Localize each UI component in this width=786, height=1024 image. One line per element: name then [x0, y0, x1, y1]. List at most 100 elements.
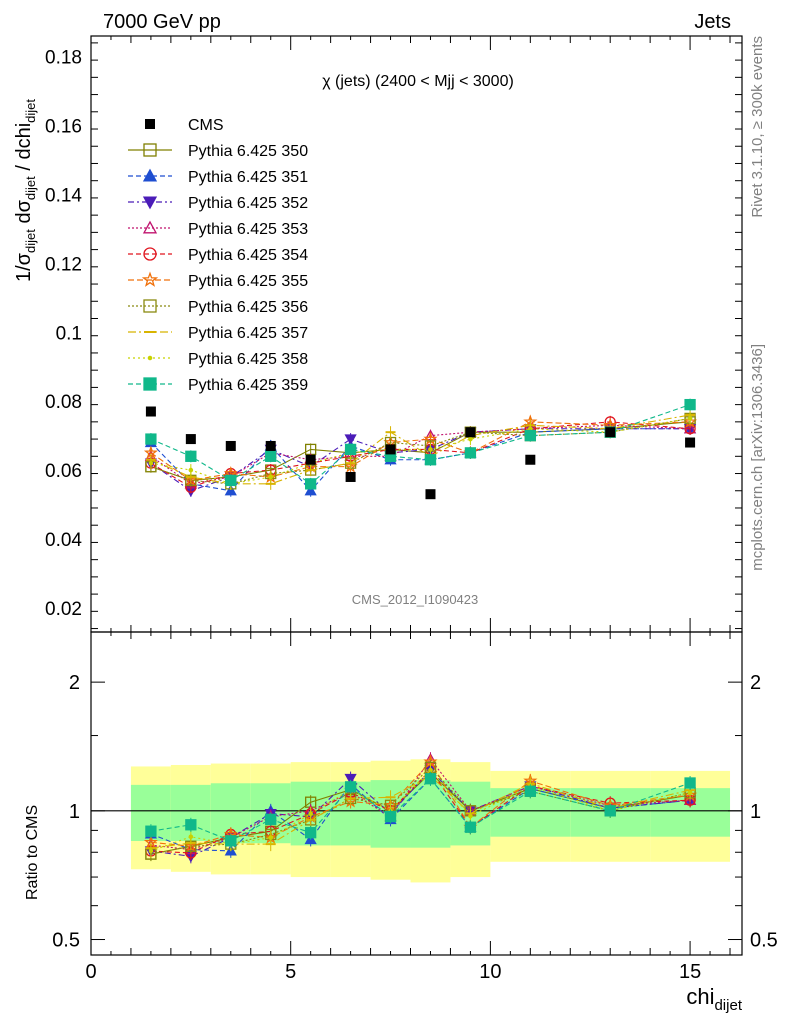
ratio-line: [150, 777, 691, 842]
data-point: [225, 474, 237, 487]
ratio-tick-label-left: 1: [69, 801, 80, 823]
ratio-point: [687, 790, 693, 795]
cms-point: [685, 437, 696, 448]
data-point: [524, 429, 536, 442]
ratio-point: [305, 827, 317, 839]
cms-point: [305, 454, 316, 465]
legend-marker: [147, 355, 153, 361]
data-point: [268, 474, 274, 480]
y-tick-label: 0.16: [45, 117, 82, 138]
ratio-tick-label-right: 2: [750, 672, 761, 694]
legend-label: Pythia 6.425 354: [188, 247, 308, 264]
x-tick-label: 0: [85, 961, 96, 983]
data-point: [344, 434, 357, 446]
legend-marker: [143, 143, 157, 157]
ratio-point: [428, 767, 433, 773]
ratio-point: [225, 835, 237, 847]
ratio-point: [424, 773, 437, 785]
cms-point: [605, 427, 616, 438]
ratio-tick-label-right: 1: [750, 801, 761, 823]
ratio-point: [265, 813, 277, 825]
ratio-point: [384, 810, 397, 823]
ratio-point: [684, 777, 696, 789]
cms-point: [185, 434, 196, 445]
y-axis-label-top: 1/σdijet dσdijet / dchidijet: [13, 99, 38, 282]
data-point: [265, 450, 277, 462]
cms-point: [385, 444, 396, 455]
series-line: [150, 414, 691, 485]
legend-label: Pythia 6.425 350: [188, 143, 308, 160]
cms-data: [145, 406, 696, 500]
x-axis-label: chidijet: [686, 984, 742, 1014]
legend-marker: [142, 220, 158, 234]
legend: CMS Pythia 6.425 350 Pythia 6.425 351 Pythi…: [128, 117, 308, 394]
y-tick-label: 0.06: [45, 461, 82, 482]
legend-label: Pythia 6.425 355: [188, 273, 308, 290]
data-point: [145, 433, 157, 445]
data-point: [684, 398, 696, 411]
data-point: [428, 447, 433, 452]
ratio-tick-label-right: 0.5: [750, 930, 778, 952]
y-tick-label: 0.02: [45, 599, 82, 620]
legend-marker: [143, 299, 157, 313]
data-point: [305, 478, 317, 490]
ratio-point: [604, 805, 616, 817]
ratio-tick-label-left: 0.5: [52, 930, 80, 952]
cms-point: [345, 471, 356, 482]
legend-marker: [143, 247, 157, 261]
cms-point: [465, 427, 476, 438]
x-tick-label: 15: [679, 961, 701, 983]
y-ticks-top: 0.02 0.04 0.06 0.08 0.1 0.12 0.14 0.16 0.18: [45, 42, 742, 630]
ratio-point: [185, 819, 197, 831]
ratio-point: [524, 785, 536, 797]
legend-marker: [142, 196, 158, 210]
x-ticks: 0 5 10 15: [85, 36, 731, 983]
ratio-point: [468, 813, 473, 819]
legend-marker: [143, 377, 157, 391]
legend-marker-cms: [145, 119, 155, 129]
cms-point: [525, 454, 536, 465]
x-tick-label: 10: [479, 961, 501, 983]
legend-label: Pythia 6.425 356: [188, 299, 308, 316]
legend-label: Pythia 6.425 353: [188, 221, 308, 238]
series-line: [150, 404, 691, 485]
ratio-point: [308, 811, 313, 817]
y-tick-label: 0.08: [45, 392, 82, 413]
data-point: [185, 450, 197, 462]
ratio-line: [150, 769, 691, 857]
legend-label: Pythia 6.425 357: [188, 325, 308, 342]
data-point: [468, 436, 473, 442]
legend-marker: [142, 168, 158, 182]
data-point: [424, 454, 437, 466]
band-inner: [410, 780, 451, 848]
legend-label: Pythia 6.425 352: [188, 195, 308, 212]
series-line: [150, 428, 691, 492]
watermark: CMS_2012_I1090423: [352, 592, 479, 607]
ratio-point: [344, 781, 357, 793]
legend-label: Pythia 6.425 358: [188, 351, 308, 368]
series-line: [150, 417, 691, 485]
cms-point: [145, 406, 156, 417]
series-359: [145, 398, 696, 848]
y-axis-label-bottom: Ratio to CMS: [24, 805, 41, 900]
legend-label-cms: CMS: [188, 117, 224, 134]
legend-marker: [141, 271, 159, 287]
ratio-line: [150, 775, 691, 849]
y-tick-label: 0.1: [56, 323, 82, 344]
chart-title: χ (jets) (2400 < Mjj < 3000): [322, 73, 514, 90]
data-point: [304, 484, 317, 496]
data-point: [687, 416, 693, 421]
data-point: [148, 460, 154, 466]
ratio-point: [188, 834, 194, 840]
y-ticks-ratio: 0.5 0.5 1 1 2 2: [52, 672, 778, 951]
data-point: [464, 447, 477, 459]
data-point: [224, 484, 237, 496]
cms-point: [425, 489, 436, 500]
header-left: 7000 GeV pp: [103, 11, 221, 33]
y-tick-label: 0.14: [45, 185, 82, 206]
ratio-point: [268, 835, 274, 840]
header-right: Jets: [694, 11, 731, 33]
ratio-line: [150, 760, 691, 847]
ratio-point: [148, 848, 154, 854]
